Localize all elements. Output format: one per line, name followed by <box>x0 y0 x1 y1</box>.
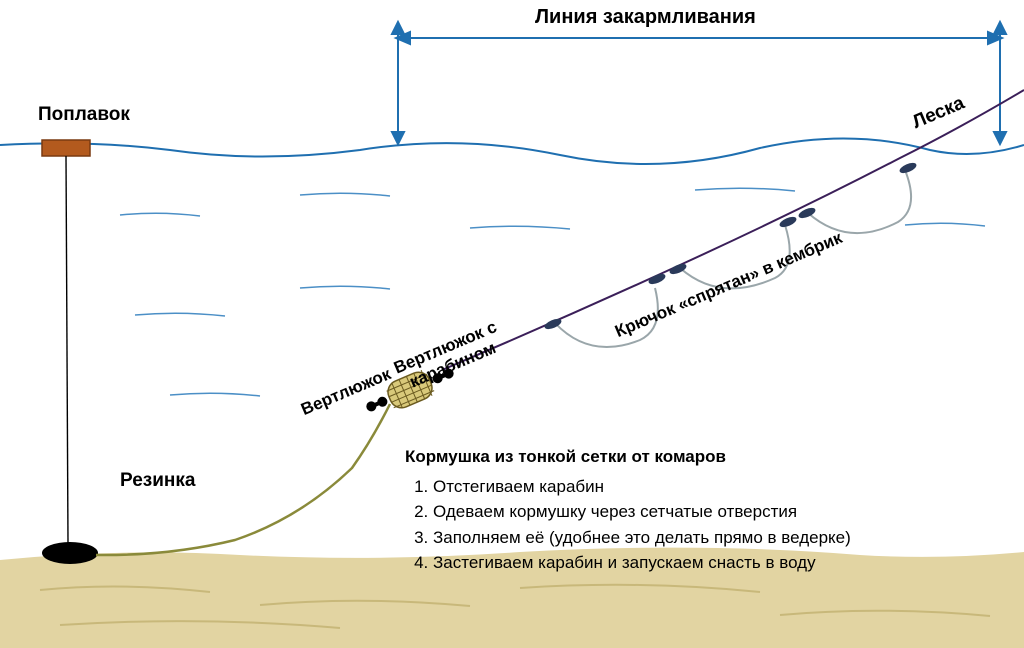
instruction-block: Кормушка из тонкой сетки от комаров Отст… <box>405 444 1005 576</box>
instruction-step: Одеваем кормушку через сетчатые отверсти… <box>433 499 1005 525</box>
instruction-list: Отстегиваем карабин Одеваем кормушку чер… <box>405 474 1005 576</box>
float-label: Поплавок <box>38 104 130 126</box>
rubber-line <box>66 156 68 543</box>
cambric-beads <box>543 161 918 331</box>
instruction-step: Заполняем её (удобнее это делать прямо в… <box>433 525 1005 551</box>
instruction-title: Кормушка из тонкой сетки от комаров <box>405 444 1005 470</box>
diagram-stage: Линия закармливания Поплавок Леска Резин… <box>0 0 1024 648</box>
instruction-step: Отстегиваем карабин <box>433 474 1005 500</box>
feed-line-label: Линия закармливания <box>535 6 756 29</box>
water-ripples <box>120 188 985 396</box>
rubber-label: Резинка <box>120 470 195 492</box>
hook-loops <box>555 170 911 347</box>
instruction-step: Застегиваем карабин и запускаем снасть в… <box>433 550 1005 576</box>
main-line <box>442 90 1024 370</box>
sinker <box>42 542 98 564</box>
water-surface <box>0 138 1024 164</box>
float-body <box>42 140 90 156</box>
